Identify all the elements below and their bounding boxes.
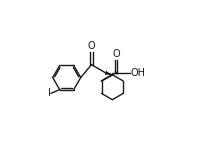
Text: OH: OH <box>131 68 146 78</box>
Text: O: O <box>88 41 95 51</box>
Text: I: I <box>47 88 50 98</box>
Text: O: O <box>112 49 120 59</box>
